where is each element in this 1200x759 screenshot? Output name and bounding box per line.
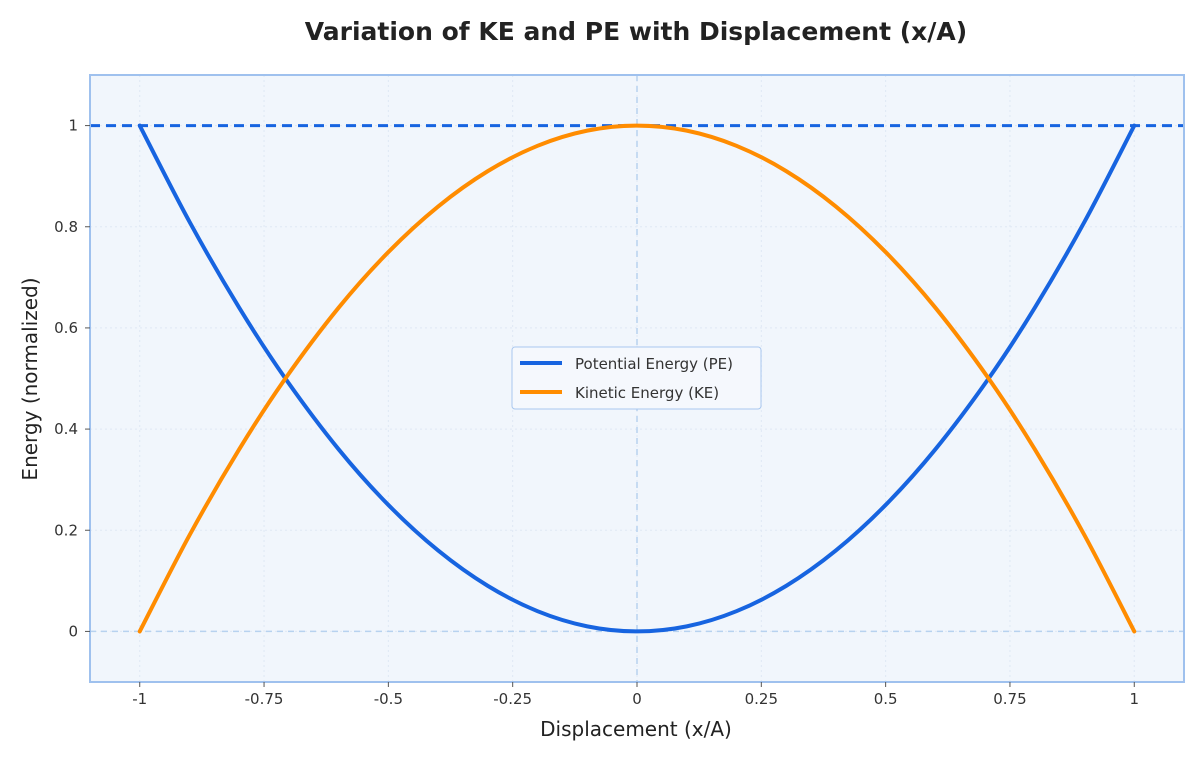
- y-tick-label: 0.4: [54, 420, 78, 438]
- series-lines: [137, 123, 1137, 634]
- legend-label-pe: Potential Energy (PE): [575, 355, 733, 373]
- x-tick-label: 0.25: [745, 690, 778, 708]
- x-tick-label: 1: [1129, 690, 1139, 708]
- x-tick-label: -0.25: [493, 690, 532, 708]
- legend: Potential Energy (PE) Kinetic Energy (KE…: [511, 346, 762, 410]
- y-tick-label: 0: [68, 622, 78, 640]
- y-tick-label: 1: [68, 117, 78, 135]
- x-tick-label: 0.75: [993, 690, 1026, 708]
- y-axis-label: Energy (normalized): [18, 277, 42, 480]
- y-axis-ticks: 0 0.2 0.4 0.6 0.8 1: [54, 117, 90, 640]
- legend-box: [511, 346, 762, 410]
- x-tick-label: -0.75: [245, 690, 284, 708]
- x-tick-label: -1: [132, 690, 147, 708]
- y-tick-label: 0.2: [54, 521, 78, 539]
- x-axis-label: Displacement (x/A): [540, 717, 732, 741]
- y-tick-label: 0.8: [54, 218, 78, 236]
- x-axis-ticks: -1 -0.75 -0.5 -0.25 0 0.25 0.5 0.75 1: [132, 682, 1139, 708]
- chart-title: Variation of KE and PE with Displacement…: [305, 17, 967, 46]
- series-line-ke: [137, 123, 1137, 634]
- x-tick-label: -0.5: [374, 690, 403, 708]
- x-tick-label: 0: [632, 690, 642, 708]
- y-tick-label: 0.6: [54, 319, 78, 337]
- legend-label-ke: Kinetic Energy (KE): [575, 384, 719, 402]
- x-tick-label: 0.5: [874, 690, 898, 708]
